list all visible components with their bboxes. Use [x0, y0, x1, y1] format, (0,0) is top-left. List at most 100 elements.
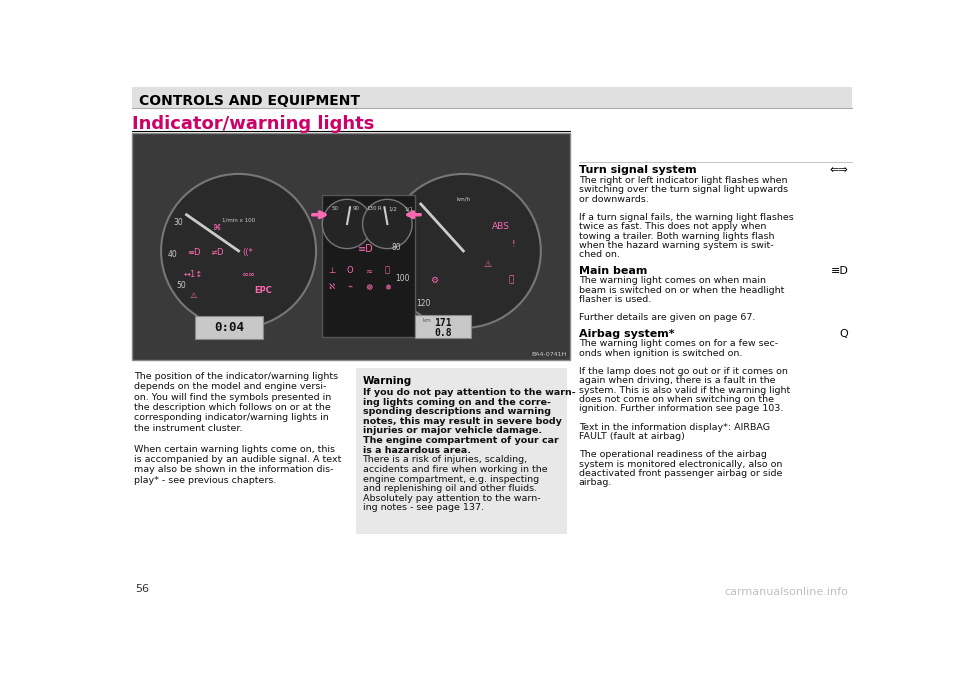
Text: the description which follows on or at the: the description which follows on or at t…	[134, 403, 330, 412]
Text: ⛺: ⛺	[509, 276, 514, 285]
Text: ched on.: ched on.	[579, 250, 619, 259]
Text: !: !	[512, 240, 516, 249]
Text: The right or left indicator light flashes when: The right or left indicator light flashe…	[579, 176, 787, 185]
Text: ABS: ABS	[492, 222, 510, 231]
Text: 40: 40	[167, 250, 177, 259]
Text: Absolutely pay attention to the warn-: Absolutely pay attention to the warn-	[363, 494, 540, 503]
Text: ⚙: ⚙	[430, 276, 438, 285]
Text: system is monitored electronically, also on: system is monitored electronically, also…	[579, 460, 782, 468]
Text: may also be shown in the information dis-: may also be shown in the information dis…	[134, 465, 333, 474]
Text: sponding descriptions and warning: sponding descriptions and warning	[363, 407, 551, 416]
Text: If the lamp does not go out or if it comes on: If the lamp does not go out or if it com…	[579, 367, 787, 376]
Text: flasher is used.: flasher is used.	[579, 295, 651, 304]
Circle shape	[386, 174, 540, 328]
Text: deactivated front passenger airbag or side: deactivated front passenger airbag or si…	[579, 469, 782, 478]
Text: R: R	[377, 206, 381, 211]
Text: ≡D: ≡D	[187, 248, 201, 257]
Text: 1/min x 100: 1/min x 100	[222, 217, 255, 223]
Text: The warning light comes on when main: The warning light comes on when main	[579, 277, 766, 285]
Text: airbag.: airbag.	[579, 478, 612, 487]
Circle shape	[323, 199, 372, 248]
Text: 120: 120	[416, 299, 430, 308]
Circle shape	[363, 199, 412, 248]
Text: engine compartment, e.g. inspecting: engine compartment, e.g. inspecting	[363, 474, 539, 484]
Text: 1/2: 1/2	[389, 206, 397, 211]
Text: Warning: Warning	[363, 376, 412, 386]
Text: ❅: ❅	[384, 283, 391, 291]
Text: does not come on when switching on the: does not come on when switching on the	[579, 395, 774, 404]
Text: km/h: km/h	[456, 197, 470, 202]
Text: BA4-0741H: BA4-0741H	[531, 352, 566, 357]
Text: 171: 171	[434, 318, 452, 328]
Bar	[322, 194, 415, 337]
Text: ≡D: ≡D	[830, 266, 849, 275]
Text: If you do not pay attention to the warn-: If you do not pay attention to the warn-	[363, 388, 575, 397]
Bar	[132, 133, 569, 360]
Text: Further details are given on page 67.: Further details are given on page 67.	[579, 314, 756, 322]
Text: the instrument cluster.: the instrument cluster.	[134, 424, 243, 433]
Text: 90: 90	[353, 206, 360, 211]
Text: The position of the indicator/warning lights: The position of the indicator/warning li…	[134, 371, 338, 381]
Text: ≠D: ≠D	[210, 248, 224, 257]
Text: beam is switched on or when the headlight: beam is switched on or when the headligh…	[579, 285, 784, 295]
Text: towing a trailer. Both warning lights flash: towing a trailer. Both warning lights fl…	[579, 232, 775, 241]
Text: 30: 30	[174, 219, 183, 227]
Text: If a turn signal fails, the warning light flashes: If a turn signal fails, the warning ligh…	[579, 213, 794, 222]
Text: 80: 80	[392, 243, 401, 252]
Text: 50: 50	[177, 281, 186, 289]
Text: system. This is also valid if the warning light: system. This is also valid if the warnin…	[579, 386, 790, 394]
Bar	[132, 87, 852, 108]
Text: Text in the information display*: AIRBAG: Text in the information display*: AIRBAG	[579, 423, 770, 431]
Text: Turn signal system: Turn signal system	[579, 166, 696, 176]
Text: ignition. Further information see page 103.: ignition. Further information see page 1…	[579, 404, 783, 413]
Text: ⚠: ⚠	[190, 291, 198, 300]
Text: corresponding indicator/warning lights in: corresponding indicator/warning lights i…	[134, 413, 328, 423]
Text: O: O	[347, 266, 353, 275]
Text: 1/1: 1/1	[404, 206, 413, 211]
Text: twice as fast. This does not apply when: twice as fast. This does not apply when	[579, 223, 766, 232]
Text: Airbag system*: Airbag system*	[579, 328, 675, 339]
Text: again when driving, there is a fault in the: again when driving, there is a fault in …	[579, 376, 776, 386]
Text: Main beam: Main beam	[579, 266, 647, 275]
Text: The engine compartment of your car: The engine compartment of your car	[363, 436, 559, 445]
Text: ing notes - see page 137.: ing notes - see page 137.	[363, 503, 484, 513]
Text: The operational readiness of the airbag: The operational readiness of the airbag	[579, 450, 767, 460]
Text: There is a risk of injuries, scalding,: There is a risk of injuries, scalding,	[363, 456, 528, 464]
Text: CONTROLS AND EQUIPMENT: CONTROLS AND EQUIPMENT	[139, 94, 360, 108]
Text: ⛽: ⛽	[385, 266, 390, 275]
Bar	[195, 316, 263, 339]
Text: EPC: EPC	[254, 286, 273, 295]
Circle shape	[161, 174, 316, 328]
Bar	[356, 368, 567, 534]
Text: ∞∞: ∞∞	[241, 269, 254, 279]
Text: is a hazardous area.: is a hazardous area.	[363, 446, 470, 455]
Text: ≡D: ≡D	[358, 244, 373, 254]
Text: Q: Q	[840, 328, 849, 339]
Text: ⚠: ⚠	[484, 260, 492, 269]
Text: 130: 130	[367, 206, 377, 211]
Text: Indicator/warning lights: Indicator/warning lights	[132, 115, 374, 133]
Text: when the hazard warning system is swit-: when the hazard warning system is swit-	[579, 241, 774, 250]
Text: notes, this may result in severe body: notes, this may result in severe body	[363, 417, 562, 426]
Text: injuries or major vehicle damage.: injuries or major vehicle damage.	[363, 427, 541, 435]
Text: FAULT (fault at airbag): FAULT (fault at airbag)	[579, 432, 684, 441]
Text: ((*: ((*	[243, 248, 253, 257]
Text: The warning light comes on for a few sec-: The warning light comes on for a few sec…	[579, 339, 778, 349]
Text: 100: 100	[396, 275, 410, 283]
Text: ↔1↕: ↔1↕	[184, 269, 204, 279]
Text: accidents and fire when working in the: accidents and fire when working in the	[363, 465, 547, 474]
Text: 0:04: 0:04	[214, 322, 244, 334]
Text: ⊥: ⊥	[328, 266, 335, 275]
Text: ⇐⇒: ⇐⇒	[829, 166, 849, 176]
Text: 56: 56	[135, 583, 150, 594]
Text: 50: 50	[331, 206, 338, 211]
Text: When certain warning lights come on, this: When certain warning lights come on, thi…	[134, 445, 335, 454]
Text: depends on the model and engine versi-: depends on the model and engine versi-	[134, 382, 326, 391]
Text: or downwards.: or downwards.	[579, 194, 649, 204]
Text: on. You will find the symbols presented in: on. You will find the symbols presented …	[134, 392, 331, 402]
Text: play* - see previous chapters.: play* - see previous chapters.	[134, 476, 276, 485]
Text: and replenishing oil and other fluids.: and replenishing oil and other fluids.	[363, 485, 537, 493]
Text: carmanualsonline.info: carmanualsonline.info	[725, 588, 849, 598]
Bar	[416, 315, 471, 338]
Text: ⌘: ⌘	[213, 223, 221, 232]
